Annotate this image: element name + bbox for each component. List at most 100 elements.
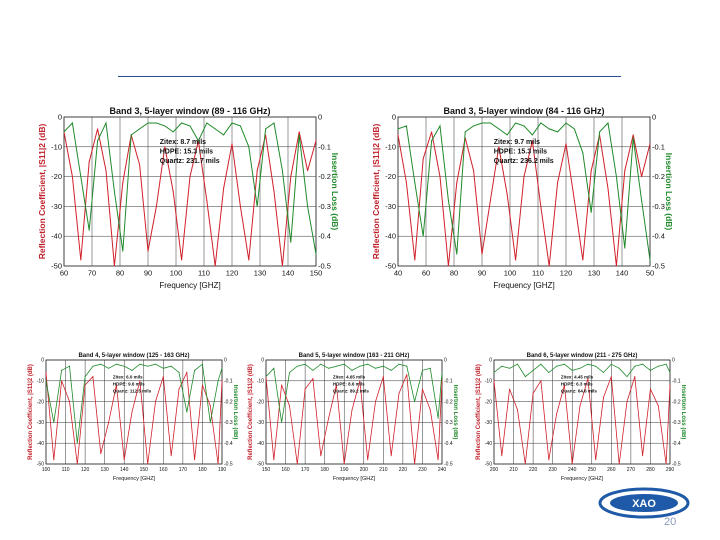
- reflection-point: [139, 164, 141, 166]
- reflection-point: [595, 459, 597, 461]
- insertion-point: [405, 125, 407, 127]
- reflection-point: [80, 259, 82, 261]
- y-right-tick-label: -0.5: [652, 262, 665, 271]
- y-right-tick-label: -0.3: [672, 420, 681, 426]
- x-tick-label: 50: [646, 269, 654, 278]
- insertion-point: [113, 191, 115, 192]
- reflection-point: [248, 259, 250, 261]
- insertion-point: [214, 128, 216, 130]
- reflection-point: [414, 259, 416, 261]
- reflection-point: [289, 405, 290, 407]
- insertion-point: [665, 363, 667, 365]
- insertion-point: [556, 365, 558, 367]
- y-left-tick-label: -10: [485, 378, 492, 384]
- chart-title: Band 6, 5-layer window (211 - 275 GHz): [527, 353, 638, 359]
- reflection-point: [489, 199, 491, 201]
- reflection-point: [256, 170, 258, 172]
- insertion-point: [298, 134, 300, 136]
- y-left-tick-label: -30: [51, 202, 62, 211]
- insertion-point: [155, 363, 156, 365]
- y-left-tick-label: -10: [51, 142, 62, 151]
- reflection-point: [456, 182, 458, 184]
- reflection-point: [113, 265, 115, 267]
- insertion-point: [398, 363, 400, 365]
- insertion-point: [523, 125, 525, 127]
- reflection-point: [108, 421, 110, 423]
- reflection-point: [181, 259, 183, 261]
- reflection-point: [147, 463, 149, 465]
- insertion-point: [223, 134, 225, 136]
- y-right-tick-label: -0.1: [672, 378, 681, 384]
- insertion-point: [642, 363, 644, 365]
- x-axis-label: Frequency [GHZ]: [113, 476, 156, 482]
- y-left-tick-label: -20: [37, 399, 44, 405]
- y-left-tick-label: -10: [257, 378, 264, 384]
- insertion-point: [170, 365, 172, 367]
- reflection-point: [290, 176, 292, 178]
- reflection-point: [571, 463, 573, 465]
- xao-logo: XAO: [598, 487, 690, 519]
- insertion-point: [97, 140, 99, 142]
- insertion-point: [71, 122, 73, 124]
- reflection-point: [155, 401, 156, 403]
- x-tick-label: 190: [340, 467, 349, 473]
- insertion-point: [335, 365, 337, 367]
- insertion-point: [76, 442, 78, 444]
- insertion-point: [315, 253, 317, 255]
- y-left-tick-label: 0: [261, 358, 264, 364]
- y-left-tick-label: -20: [257, 399, 264, 405]
- insertion-point: [390, 369, 392, 371]
- y-left-tick-label: -40: [37, 441, 44, 447]
- reflection-point: [649, 388, 651, 390]
- reflection-point: [506, 194, 508, 195]
- x-axis-label: Frequency [GHZ]: [493, 281, 554, 290]
- insertion-point: [155, 122, 157, 124]
- reflection-point: [76, 463, 78, 465]
- insertion-point: [590, 211, 592, 213]
- y-right-tick-label: 0: [318, 113, 322, 122]
- insertion-point: [441, 372, 443, 373]
- y-right-tick-label: -0.3: [444, 420, 453, 426]
- reflection-point: [523, 176, 525, 178]
- x-tick-label: 210: [379, 467, 388, 473]
- insertion-point: [375, 367, 376, 369]
- reflection-point: [607, 188, 609, 189]
- reflection-point: [590, 170, 592, 172]
- reflection-point: [315, 140, 317, 142]
- reflection-point: [501, 455, 503, 457]
- y-right-tick-label: -0.4: [318, 232, 331, 241]
- x-tick-label: 40: [394, 269, 402, 278]
- x-tick-label: 70: [88, 269, 96, 278]
- reflection-point: [273, 459, 275, 461]
- insertion-point: [481, 122, 483, 124]
- reflection-point: [624, 170, 626, 172]
- reflection-point: [579, 405, 581, 407]
- reflection-point: [335, 384, 337, 386]
- insertion-point: [397, 128, 399, 130]
- reflection-point: [359, 380, 361, 382]
- y-left-tick-label: -50: [485, 462, 492, 468]
- chart-band4: Band 4, 5-layer window (125 - 163 GHz) 10…: [26, 350, 238, 482]
- insertion-point: [239, 125, 241, 127]
- insertion-point: [509, 367, 511, 369]
- chart-title: Band 4, 5-layer window (125 - 163 GHz): [78, 353, 189, 359]
- y-left-tick-label: -50: [257, 462, 264, 468]
- reflection-point: [615, 265, 617, 267]
- x-axis-label: Frequency [GHZ]: [333, 476, 376, 482]
- y-right-tick-label: -0.1: [318, 142, 331, 151]
- insertion-point: [164, 125, 166, 127]
- insertion-series-line: [45, 363, 223, 444]
- insertion-point: [634, 365, 636, 367]
- reflection-point: [214, 265, 216, 267]
- insertion-point: [515, 122, 517, 124]
- reflection-point: [429, 409, 431, 411]
- insertion-point: [579, 367, 581, 369]
- x-tick-label: 200: [360, 467, 369, 473]
- x-tick-label: 230: [418, 467, 427, 473]
- y-right-axis-label: Insertion Loss (dB): [452, 385, 458, 440]
- insertion-point: [464, 131, 466, 133]
- insertion-point: [351, 369, 353, 371]
- chart-title: Band 5, 5-layer window (163 - 211 GHz): [299, 353, 410, 359]
- y-right-tick-label: -0.5: [318, 262, 331, 271]
- y-left-axis-label: Reflection Coefficient, |S11|2 (dB): [37, 124, 47, 260]
